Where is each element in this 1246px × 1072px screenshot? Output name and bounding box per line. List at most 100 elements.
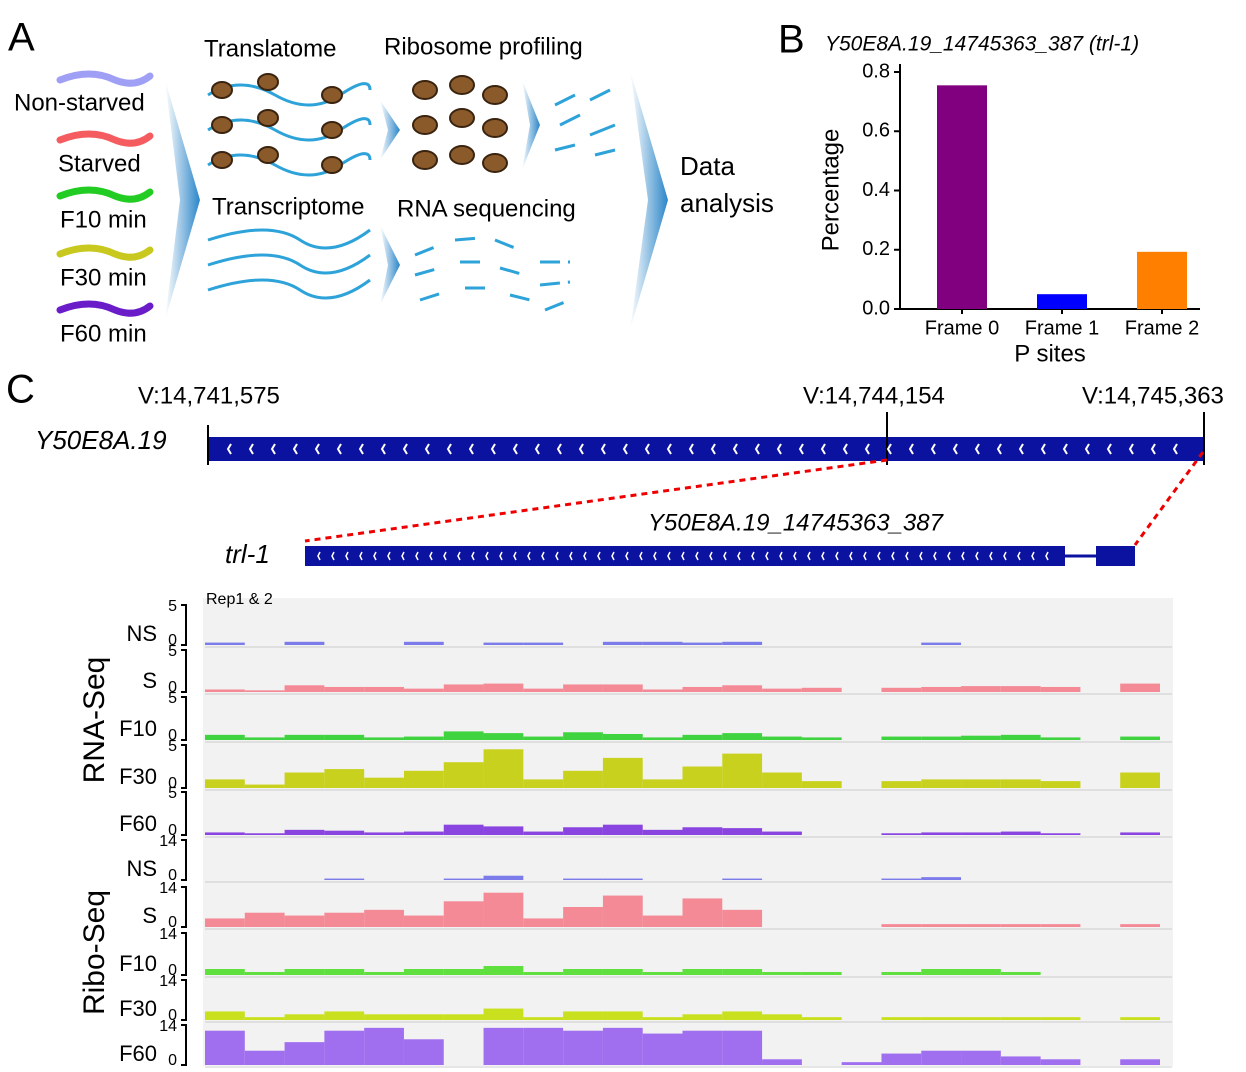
ribosomes <box>211 73 508 174</box>
coverage-bin <box>1040 833 1081 835</box>
strand-arrow <box>807 551 811 561</box>
coverage-bin <box>563 684 603 692</box>
coverage-bin <box>642 1033 683 1065</box>
coverage-bin <box>364 972 404 975</box>
coverage-bin <box>205 734 245 740</box>
coverage-bin <box>324 969 365 975</box>
strand-arrow <box>644 443 650 455</box>
coverage-bin <box>682 969 723 975</box>
panel-label: C <box>6 368 35 412</box>
coverage-bin <box>642 829 683 835</box>
coverage-bin <box>483 733 524 740</box>
bar <box>1037 294 1087 309</box>
strand-arrow <box>380 443 386 455</box>
coverage-bin <box>722 969 763 975</box>
chevron <box>165 80 200 320</box>
strand-arrow <box>248 443 254 455</box>
scale-bracket <box>181 604 187 646</box>
coverage-bin <box>563 732 603 740</box>
coordinate: V:14,744,154 <box>803 382 945 409</box>
strand-arrow <box>1150 443 1156 455</box>
strand-arrow <box>989 551 993 561</box>
strand-arrow <box>468 443 474 455</box>
strand-arrow <box>336 443 342 455</box>
coverage-bin <box>921 1050 962 1065</box>
scale-bracket <box>181 932 187 976</box>
coverage-bin <box>364 1014 404 1020</box>
condition: Non-starved <box>14 89 145 116</box>
x-tick-label: Frame 0 <box>925 317 999 339</box>
coverage-bin <box>1040 737 1081 740</box>
coverage-bin <box>921 779 962 788</box>
step-label: Data <box>680 151 735 181</box>
mrna-line <box>207 278 371 300</box>
strand-arrow <box>849 551 853 561</box>
coverage-bin <box>523 688 564 692</box>
strand-arrow <box>317 551 321 561</box>
strand-arrow <box>226 443 232 455</box>
coverage-bin <box>1000 831 1041 835</box>
coverage-bin <box>1040 686 1081 692</box>
coverage-bin <box>284 829 325 835</box>
coverage-bin <box>881 687 922 692</box>
strand-arrow <box>908 443 914 455</box>
scale-max: 14 <box>159 880 177 897</box>
coverage-bin <box>483 683 524 692</box>
ribosome <box>449 75 475 95</box>
scale-bracket <box>181 696 187 741</box>
coverage-bin <box>324 734 365 740</box>
strand-arrow <box>653 551 657 561</box>
ribosome <box>257 73 279 91</box>
coverage-bin <box>244 912 285 927</box>
coverage-bin <box>602 733 643 740</box>
scale-max: 14 <box>159 926 177 943</box>
coverage-bin <box>364 737 404 740</box>
coverage-bin <box>1120 924 1160 927</box>
coverage-bin <box>921 969 962 975</box>
coverage-bin <box>483 892 524 927</box>
track-name: S <box>142 668 157 693</box>
coverage-bin <box>1120 1017 1160 1020</box>
coverage-bin <box>284 685 325 692</box>
strand-arrow <box>667 551 671 561</box>
strand-arrow <box>1003 551 1007 561</box>
fragments <box>414 236 571 312</box>
coverage-bin <box>1120 736 1160 740</box>
coverage-bin <box>1000 924 1041 927</box>
track-name: F30 <box>119 764 157 789</box>
coverage-bin <box>722 733 763 740</box>
strand-arrow <box>666 443 672 455</box>
coverage-bin <box>364 832 404 835</box>
replicate-label: Rep1 & 2 <box>206 591 273 608</box>
strand-arrow <box>534 443 540 455</box>
coverage-bin <box>244 737 285 740</box>
coverage-bin <box>921 832 962 835</box>
panel-label: A <box>8 16 35 60</box>
coverage-bin <box>602 1011 643 1020</box>
coverage-bin <box>324 1030 365 1065</box>
ribosome <box>321 156 343 174</box>
strand-arrow <box>555 551 559 561</box>
scale-bracket <box>181 979 187 1021</box>
coverage-bin <box>602 895 643 927</box>
coverage-bin <box>921 736 962 740</box>
ribosome <box>321 121 343 139</box>
coverage-bin <box>563 1011 603 1020</box>
strand-arrow <box>975 551 979 561</box>
coverage-bin <box>483 1008 524 1020</box>
scale-min: 0 <box>168 775 177 792</box>
coverage-bin <box>205 642 245 645</box>
coverage-bin <box>642 689 683 692</box>
ribosome <box>482 153 508 173</box>
strand-arrow <box>358 443 364 455</box>
coverage-bin <box>602 641 643 645</box>
coverage-bin <box>523 831 564 835</box>
scale-min: 0 <box>168 1007 177 1024</box>
strand-arrow <box>625 551 629 561</box>
coverage-bin <box>602 878 643 880</box>
coverage-bin <box>1120 772 1160 788</box>
strand-arrow <box>583 551 587 561</box>
coverage-bin <box>1040 1017 1081 1020</box>
coverage-bin <box>682 898 723 927</box>
ribosome <box>449 108 475 128</box>
